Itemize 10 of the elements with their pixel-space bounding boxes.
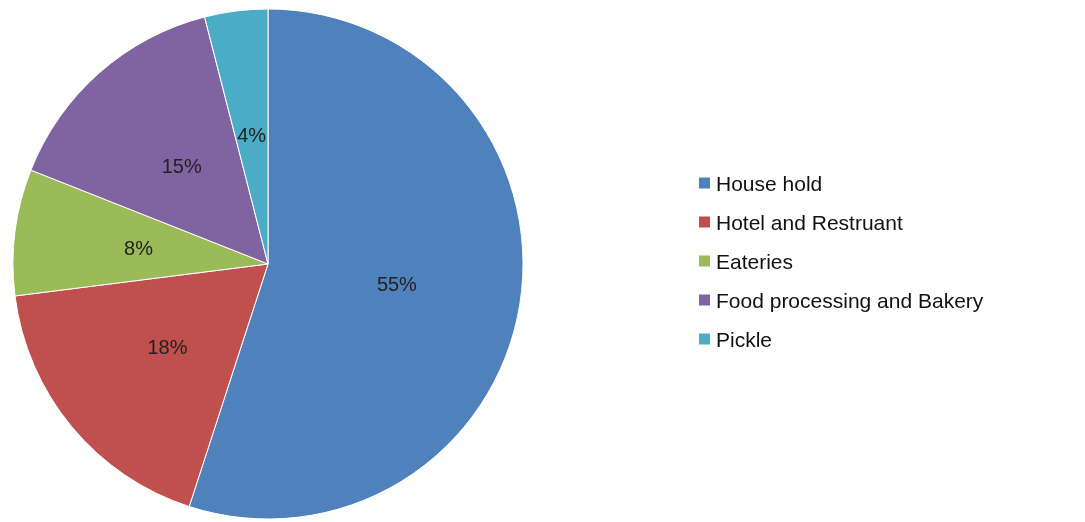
legend-label: Eateries [716, 249, 794, 273]
legend-label: Pickle [716, 327, 773, 351]
data-label: 18% [147, 336, 188, 359]
data-label: 55% [376, 273, 418, 296]
legend-label: House hold [716, 171, 823, 195]
data-label: 15% [161, 155, 202, 178]
data-label: 8% [124, 236, 154, 259]
data-label: 4% [237, 123, 267, 146]
legend-label: Hotel and Restruant [716, 210, 903, 234]
legend-label: Food processing and Bakery [716, 288, 984, 312]
